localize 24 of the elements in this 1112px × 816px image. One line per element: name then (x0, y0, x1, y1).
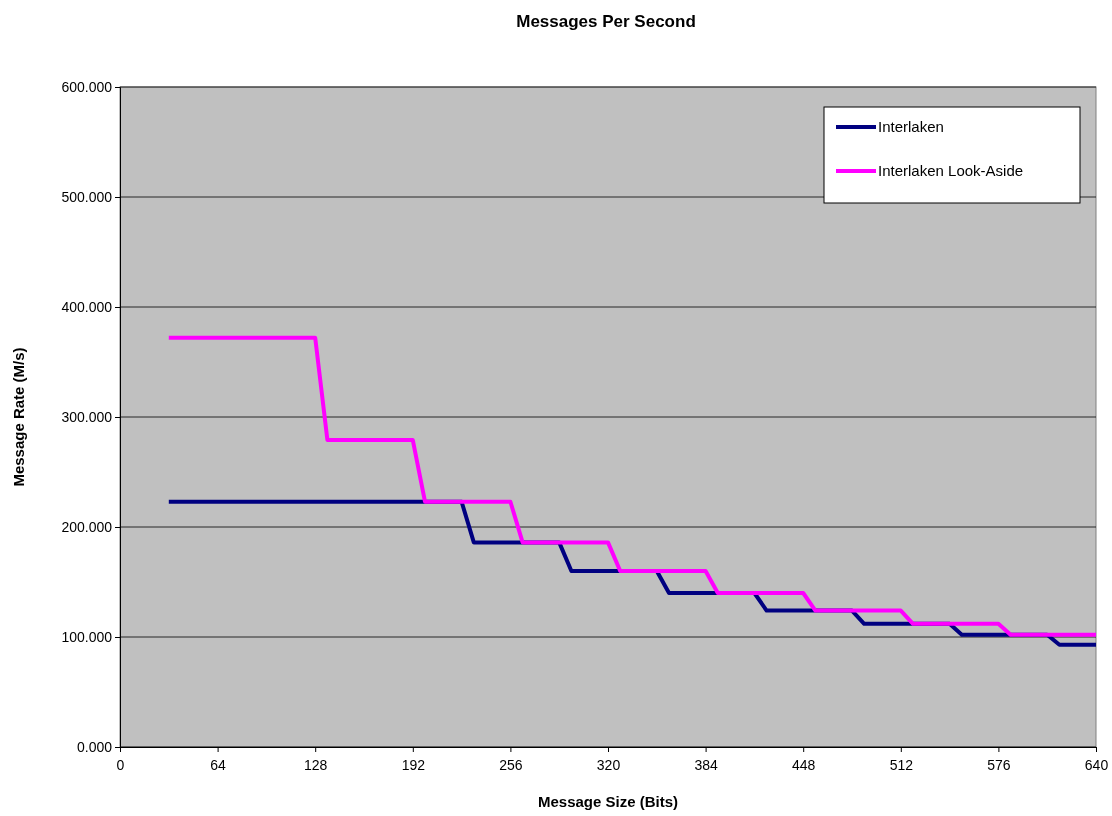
y-axis-title: Message Rate (M/s) (10, 347, 27, 487)
y-tick-label: 200.000 (61, 518, 113, 535)
y-tick-label: 500.000 (61, 188, 113, 205)
x-tick-label: 192 (401, 757, 426, 774)
legend-label: Interlaken (878, 118, 944, 135)
y-tick-label: 0.000 (76, 738, 113, 755)
x-tick-label: 256 (499, 757, 523, 774)
y-tick-label: 100.000 (61, 628, 113, 645)
x-axis-title: Message Size (Bits) (537, 793, 679, 810)
x-tick-label: 384 (694, 757, 718, 774)
y-tick-label: 300.000 (61, 408, 113, 425)
x-tick-label: 576 (987, 757, 1011, 774)
x-tick-label: 128 (304, 757, 328, 774)
x-tick-label: 0 (116, 757, 125, 774)
line-series (166, 335, 1098, 637)
y-tick-label: 600.000 (61, 78, 113, 95)
legend-label: Interlaken Look-Aside (878, 162, 1024, 179)
x-tick-label: 320 (596, 757, 621, 774)
chart-title: Messages Per Second (516, 12, 696, 31)
x-tick-label: 512 (889, 757, 914, 774)
x-tick-label: 64 (210, 757, 227, 774)
y-tick-label: 400.000 (61, 298, 113, 315)
x-tick-label: 640 (1084, 757, 1109, 774)
x-tick-label: 448 (792, 757, 816, 774)
